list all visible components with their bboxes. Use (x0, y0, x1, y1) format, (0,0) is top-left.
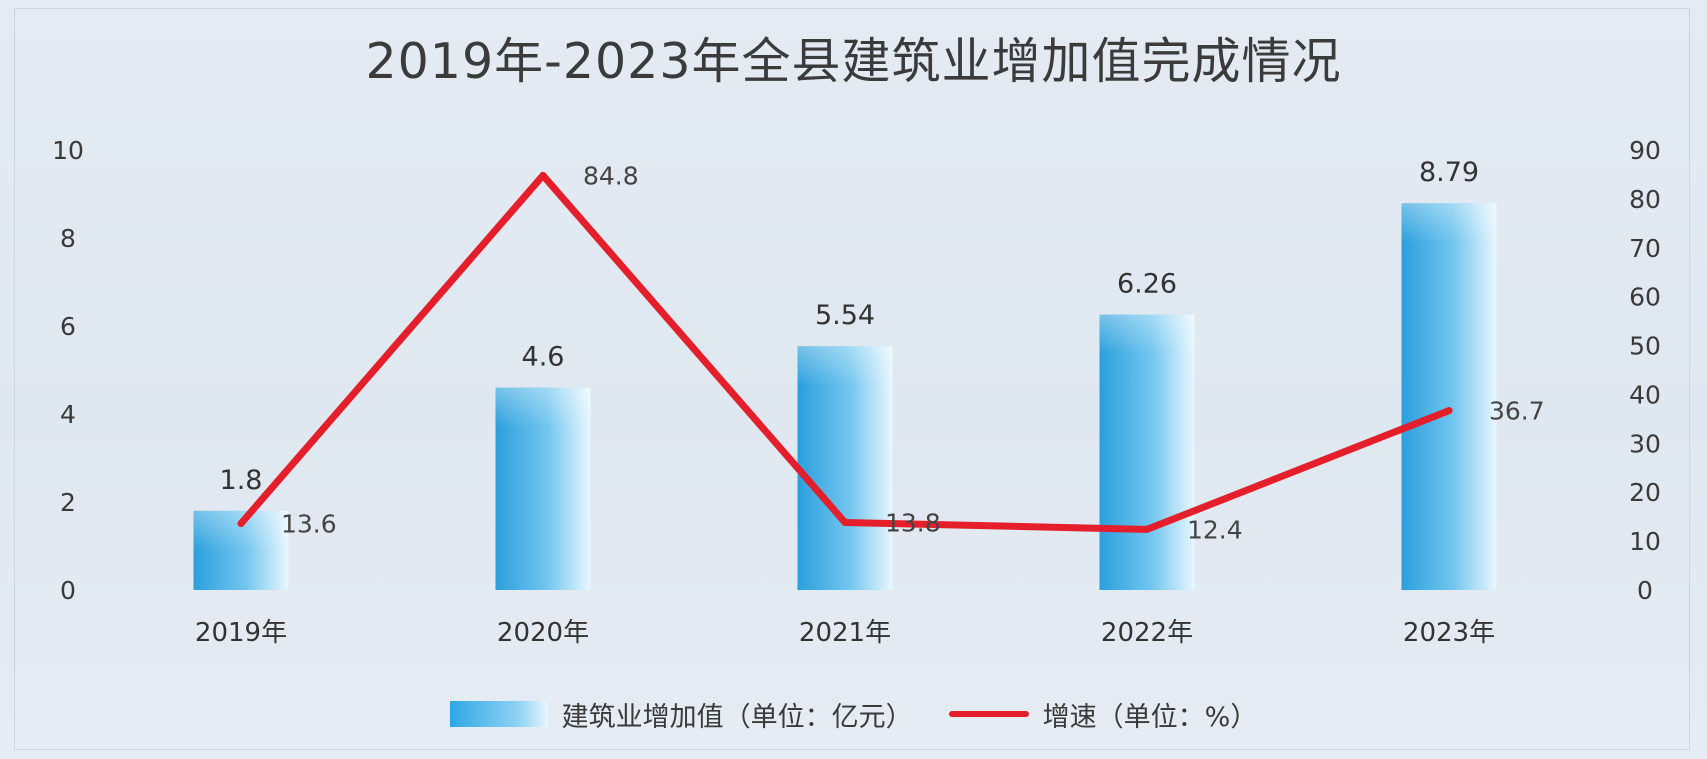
y-left-tick-label: 6 (60, 312, 76, 341)
y-left-tick-label: 10 (52, 136, 84, 165)
y-right-tick-label: 70 (1629, 234, 1661, 263)
bar-data-label: 8.79 (1419, 157, 1479, 188)
y-left-tick-label: 0 (60, 576, 76, 605)
bar-highlight (1401, 203, 1497, 244)
bar-highlight (1099, 314, 1195, 355)
x-tick-label: 2023年 (1403, 618, 1495, 648)
x-tick-label: 2022年 (1101, 618, 1193, 648)
x-tick-label: 2021年 (799, 618, 891, 648)
bar-highlight (797, 346, 893, 387)
y-right-tick-label: 0 (1637, 576, 1653, 605)
y-left-tick-label: 8 (60, 224, 76, 253)
legend-line-swatch (948, 711, 1029, 717)
x-tick-label: 2019年 (195, 618, 287, 648)
y-right-tick-label: 50 (1629, 332, 1661, 361)
growth-point (237, 520, 245, 528)
bar-data-label: 5.54 (815, 300, 875, 331)
legend-bar-swatch (449, 701, 548, 727)
line-data-label: 13.8 (885, 509, 941, 538)
bar-highlight (193, 510, 289, 551)
line-data-label: 12.4 (1187, 515, 1243, 544)
chart-border (14, 8, 1690, 750)
line-data-label: 13.6 (281, 510, 337, 539)
y-right-tick-label: 30 (1629, 429, 1661, 458)
y-right-tick-label: 60 (1629, 283, 1661, 312)
y-right-tick-label: 20 (1629, 478, 1661, 507)
bar-data-label: 6.26 (1117, 269, 1177, 300)
legend-item-line: 增速（单位：%） (948, 695, 1258, 734)
bar (1401, 203, 1497, 591)
x-tick-label: 2020年 (497, 618, 589, 648)
line-data-label: 36.7 (1489, 397, 1545, 426)
bar-data-label: 4.6 (522, 342, 565, 373)
legend-line-label: 增速（单位：%） (1042, 701, 1258, 733)
legend-bar-label: 建筑业增加值（单位：亿元） (561, 701, 913, 733)
growth-point (1143, 525, 1151, 533)
y-right-tick-label: 10 (1629, 527, 1661, 556)
growth-point (841, 519, 849, 527)
y-right-tick-label: 90 (1629, 136, 1661, 165)
y-left-tick-label: 2 (60, 488, 76, 517)
chart-legend: 建筑业增加值（单位：亿元） 增速（单位：%） (0, 694, 1707, 734)
bar-data-label: 1.8 (220, 465, 263, 496)
growth-point (1445, 407, 1453, 415)
line-data-label: 84.8 (583, 161, 639, 190)
bar (1099, 314, 1195, 590)
y-left-tick-label: 4 (60, 400, 76, 429)
bar-highlight (495, 387, 591, 428)
y-right-tick-label: 80 (1629, 185, 1661, 214)
chart-title: 2019年-2023年全县建筑业增加值完成情况 (365, 33, 1342, 90)
growth-point (539, 171, 547, 179)
legend-item-bar: 建筑业增加值（单位：亿元） (449, 695, 913, 734)
bar (797, 346, 893, 590)
y-right-tick-label: 40 (1629, 380, 1661, 409)
